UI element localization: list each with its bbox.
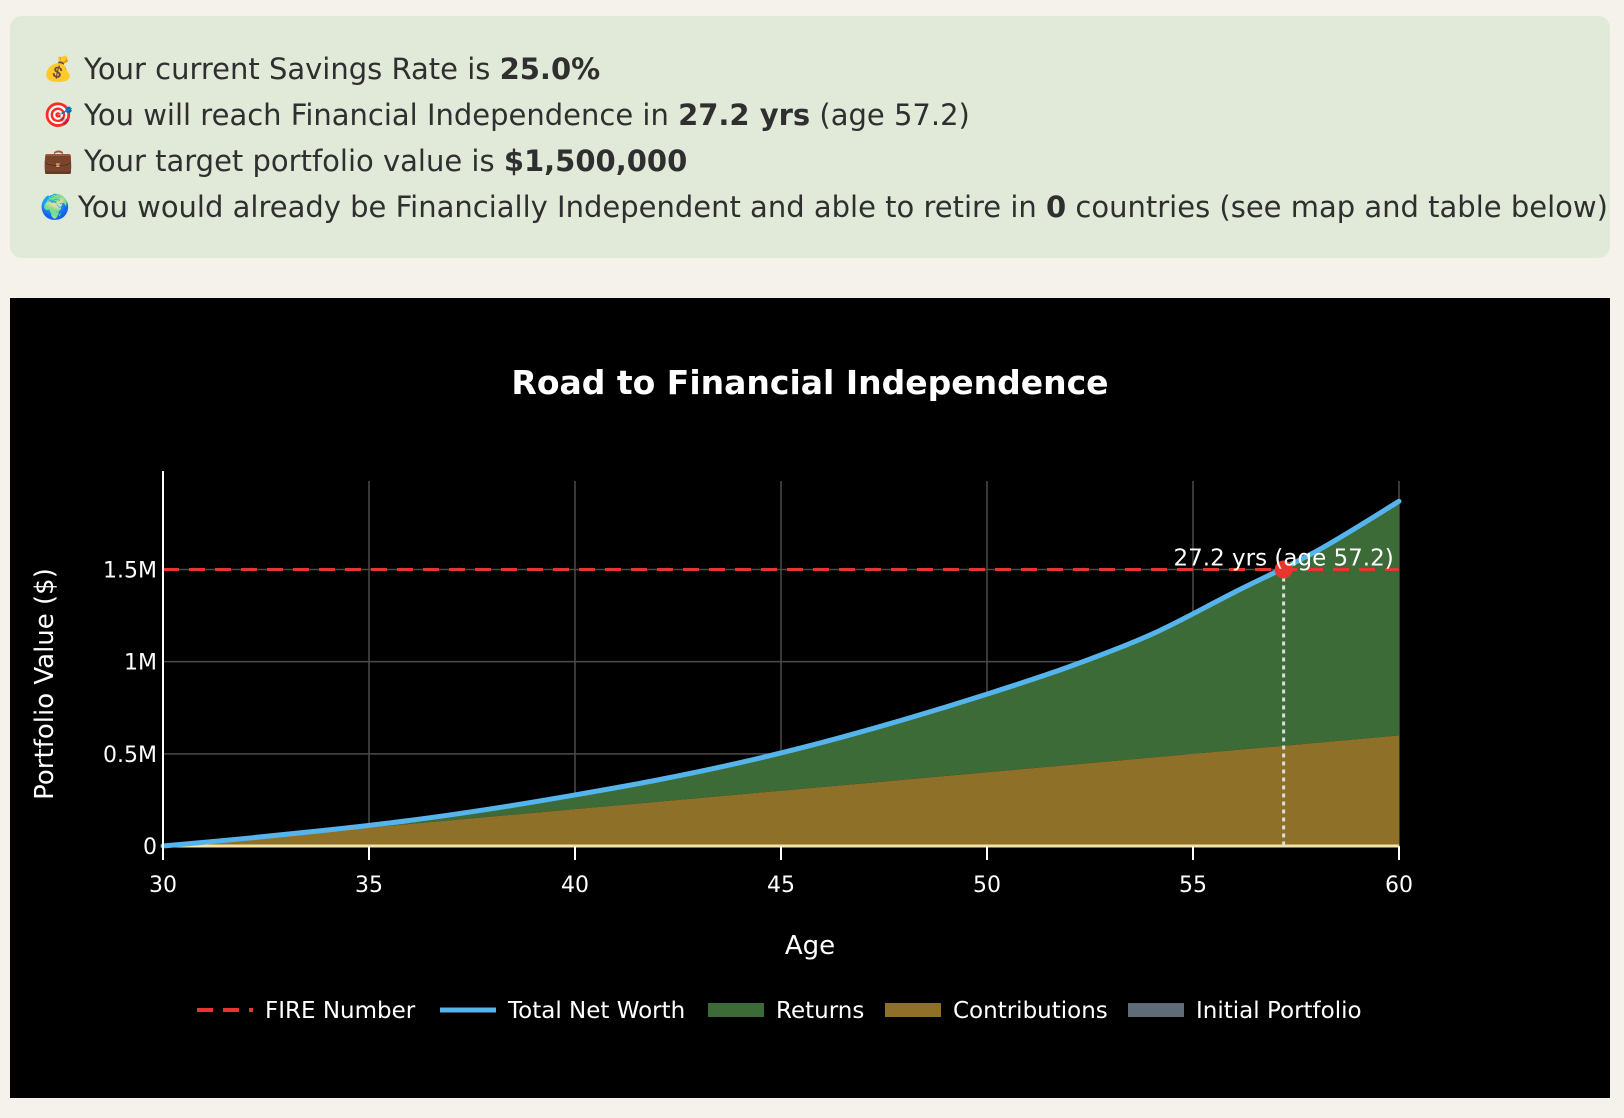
legend-label: Initial Portfolio [1196, 998, 1362, 1024]
legend-label: Contributions [953, 998, 1108, 1024]
fi-time-line: 🎯 You will reach Financial Independence … [40, 92, 1580, 138]
savings-rate-value: 25.0% [499, 52, 601, 86]
fi-chart[interactable]: Road to Financial Independence 27.2 yrs … [10, 298, 1610, 1098]
legend-area-swatch [1128, 1003, 1184, 1017]
money-bag-icon: 💰 [43, 55, 73, 83]
y-tick-label: 0 [143, 835, 157, 860]
globe-icon: 🌍 [40, 193, 70, 221]
legend-item[interactable]: FIRE Number [197, 998, 416, 1024]
countries-line: 🌍 You would already be Financially Indep… [40, 184, 1608, 230]
contributions-area [163, 735, 1399, 846]
fi-age-text: (age 57.2) [810, 98, 970, 132]
savings-rate-text: Your current Savings Rate is [84, 52, 500, 86]
target-icon: 🎯 [43, 101, 73, 129]
axes: 30 35 40 45 50 55 60 0 0.5M 1M 1.5M [103, 471, 1413, 898]
legend-label: Total Net Worth [507, 998, 685, 1024]
x-tick-label: 50 [973, 873, 1001, 898]
fi-chart-panel: Road to Financial Independence 27.2 yrs … [10, 298, 1610, 1098]
target-portfolio-text: Your target portfolio value is [84, 144, 504, 178]
briefcase-icon: 💼 [43, 147, 73, 175]
total-net-worth-line [160, 498, 1402, 849]
y-tick-label: 1M [124, 651, 157, 676]
fi-time-text: You will reach Financial Independence in [84, 98, 679, 132]
x-tick-label: 60 [1385, 873, 1413, 898]
fi-point-marker [1274, 560, 1293, 579]
legend-label: Returns [776, 998, 864, 1024]
fi-point-label: 27.2 yrs (age 57.2) [1174, 545, 1394, 571]
legend-item[interactable]: Total Net Worth [440, 998, 685, 1024]
x-tick-label: 40 [561, 873, 589, 898]
x-tick-label: 45 [767, 873, 795, 898]
x-tick-label: 35 [355, 873, 383, 898]
savings-rate-line: 💰 Your current Savings Rate is 25.0% [40, 46, 1580, 92]
countries-count: 0 [1046, 190, 1067, 224]
legend[interactable]: FIRE Number Total Net Worth Returns Contrib… [197, 998, 1362, 1024]
x-tick-label: 55 [1179, 873, 1207, 898]
y-tick-label: 1.5M [103, 558, 157, 583]
legend-area-swatch [708, 1003, 764, 1017]
legend-item[interactable]: Returns [708, 998, 864, 1024]
fi-time-value: 27.2 yrs [678, 98, 811, 132]
legend-item[interactable]: Initial Portfolio [1128, 998, 1362, 1024]
fi-summary-box: 💰 Your current Savings Rate is 25.0% 🎯 Y… [10, 16, 1610, 258]
legend-area-swatch [885, 1003, 941, 1017]
target-portfolio-value: $1,500,000 [503, 144, 688, 178]
countries-text: You would already be Financially Indepen… [77, 190, 1047, 224]
countries-suffix: countries (see map and table below) [1066, 190, 1608, 224]
area-layer [163, 501, 1399, 846]
y-tick-label: 0.5M [103, 743, 157, 768]
chart-title: Road to Financial Independence [511, 363, 1108, 402]
x-tick-label: 30 [149, 873, 177, 898]
returns-area [163, 501, 1399, 846]
legend-label: FIRE Number [265, 998, 416, 1024]
x-axis-label: Age [785, 931, 835, 961]
target-portfolio-line: 💼 Your target portfolio value is $1,500,… [40, 138, 1580, 184]
y-axis-label: Portfolio Value ($) [30, 568, 60, 800]
legend-item[interactable]: Contributions [885, 998, 1108, 1024]
